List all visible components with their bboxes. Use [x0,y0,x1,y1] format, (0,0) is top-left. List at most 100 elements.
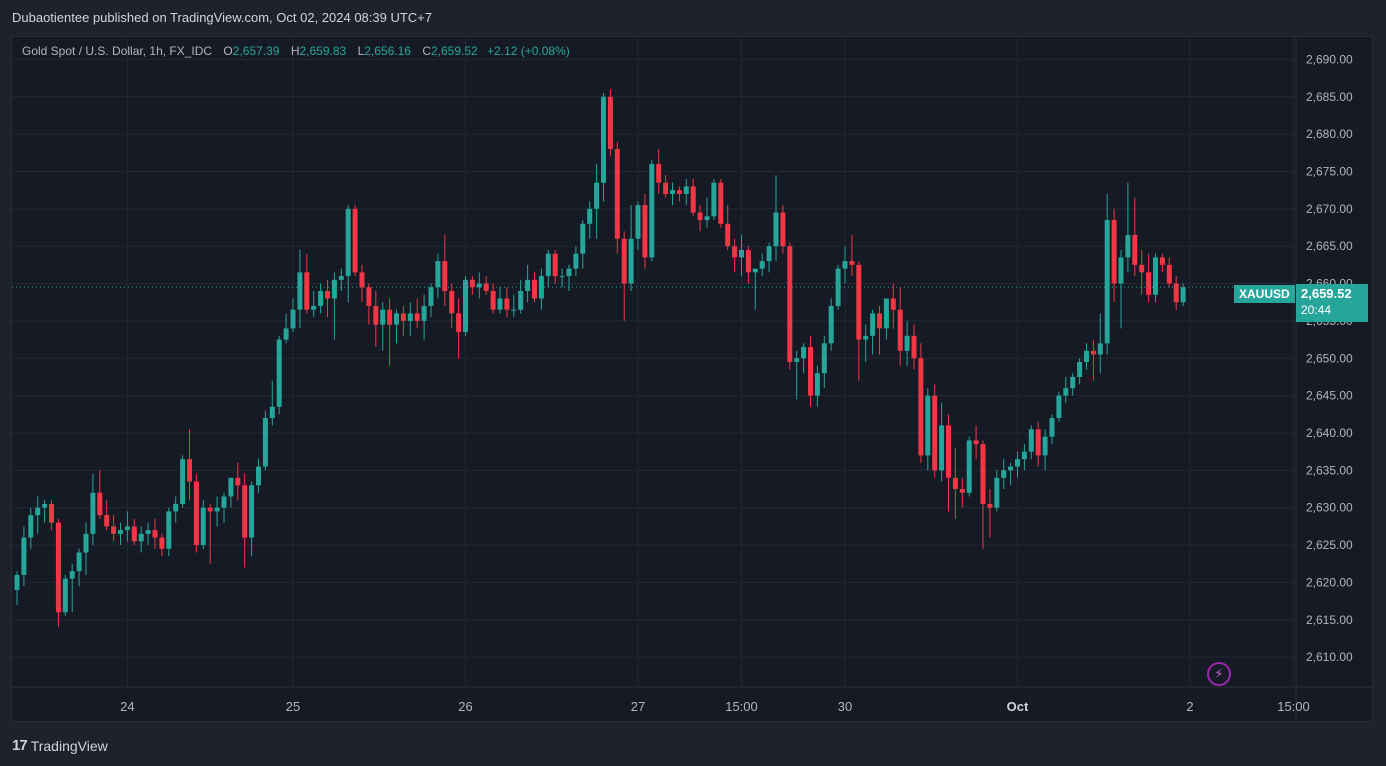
lightning-icon[interactable]: ⚡ [1207,662,1231,686]
candle [207,503,213,564]
candle [1166,257,1172,288]
y-tick-label: 2,690.00 [1306,52,1353,66]
candle-body [1097,343,1103,355]
candle [794,350,800,400]
candle [380,302,386,351]
candle-body [104,515,110,527]
candle [345,205,351,303]
candle-body [966,440,972,493]
candle [863,324,869,362]
legend-o-label: O [223,44,233,58]
candle-body [566,268,572,277]
y-tick-label: 2,640.00 [1306,426,1353,440]
candle [1021,444,1027,471]
candle-body [166,511,172,549]
candle-body [614,149,620,239]
candle-body [939,425,945,471]
legend-h-label: H [290,44,300,58]
candle-body [118,530,123,534]
candle [276,335,282,415]
y-tick-label: 2,625.00 [1306,538,1353,552]
candle [1008,462,1014,486]
candle-body [752,268,758,273]
candle [338,268,344,292]
candle [1125,182,1131,273]
legend-change: +2.12 (+0.08%) [487,44,570,58]
candle-body [828,305,834,344]
candle [235,462,241,501]
candle [614,141,620,254]
candle [1111,208,1117,303]
candle [304,253,310,314]
candle [325,279,330,318]
candle-body [456,313,462,333]
candle-body [442,261,448,292]
candle-body [476,283,482,288]
x-tick-label: 26 [458,699,472,714]
candle-body [449,291,455,314]
candle [828,298,834,351]
candle-body [62,578,68,613]
candle-body [352,208,358,273]
candle [911,324,917,370]
candle [352,205,358,277]
candle [959,477,965,508]
candle-body [1035,429,1041,456]
candle [187,429,192,501]
candles-group [14,89,1186,628]
legend-high: 2,659.83 [299,44,347,58]
candle [814,365,820,407]
candle-body [580,223,586,254]
candle [14,571,20,605]
candle [594,164,600,239]
candle [952,447,958,519]
candle [1042,429,1048,471]
candle-body [338,276,344,280]
brand-name: TradingView [30,737,108,754]
candle [904,320,910,366]
candle [200,500,206,549]
candle-body [607,96,613,150]
candle-body [656,164,662,183]
candle [1049,414,1055,445]
candle [118,522,123,546]
candle-body [814,373,820,396]
candle [283,313,289,344]
candle [483,276,489,295]
candle-body [173,503,179,512]
candle-body [159,537,165,549]
candle-body [28,515,34,538]
candle-body [911,335,917,359]
candle [939,403,945,482]
candle-body [511,309,517,311]
candle [704,197,710,228]
candle-body [200,507,206,546]
candle-body [463,279,468,333]
candle-body [380,309,386,325]
candle-body [1139,264,1145,273]
candle [21,526,27,587]
candle-body [249,485,255,538]
candle [476,272,482,299]
candle [28,507,34,549]
last-price-tag: 2,659.52 20:44 [1296,284,1368,322]
candle [711,178,717,221]
candle [414,298,420,329]
candle [1077,358,1083,385]
legend-c-label: C [422,44,431,58]
candle-body [14,574,20,590]
candlestick-chart[interactable]: 2,690.00 2,685.00 2,680.00 2,675.00 2,670.00… [12,37,1373,722]
candle-body [359,272,365,288]
candle [580,220,586,269]
candle [83,522,89,575]
candle-body [1166,264,1172,284]
candle [262,410,268,471]
candle-body [400,313,406,321]
candle [856,261,862,381]
candle [1146,253,1152,303]
chart-pane[interactable]: 2,690.00 2,685.00 2,680.00 2,675.00 2,670.00… [11,36,1373,722]
candle-body [152,530,158,538]
candle [621,231,627,321]
candle [635,201,641,250]
candle-body [842,261,848,269]
